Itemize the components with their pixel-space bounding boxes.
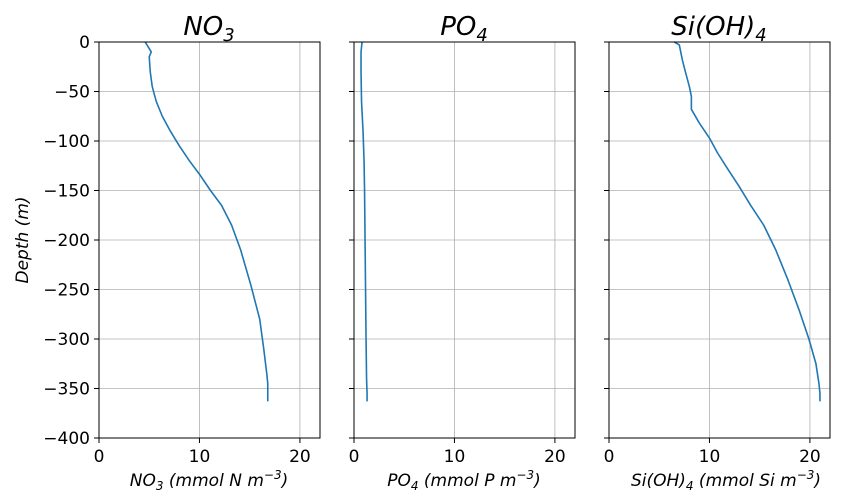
- series-line-2: [360, 41, 368, 402]
- panel-1-title: NO3: [183, 12, 234, 46]
- plot-frame: [608, 41, 831, 439]
- panel-2-xlabel: PO4 (mmol P m−3): [387, 468, 541, 493]
- x-tick-label: 0: [604, 447, 615, 467]
- plot-frame: [98, 41, 321, 439]
- x-tick-label: 20: [799, 447, 821, 467]
- panel-3-xlabel: Si(OH)4 (mmol Si m−3): [631, 468, 821, 493]
- y-tick-label: −50: [54, 83, 90, 103]
- panel-1: 0 10 20 0 −50 −100 −150 −200 −250 −300 −350 −400: [43, 33, 321, 467]
- panel-3: 0 10 20: [604, 41, 831, 467]
- panel-1-xlabel: NO3 (mmol N m−3): [130, 468, 288, 493]
- x-tick-label: 20: [544, 447, 566, 467]
- series-line-3: [673, 41, 821, 402]
- y-tick-label: −200: [43, 231, 90, 251]
- x-tick-label: 20: [289, 447, 311, 467]
- x-tick-label: 0: [349, 447, 360, 467]
- y-tick-label: −300: [43, 330, 90, 350]
- y-tick-label: 0: [79, 33, 90, 53]
- x-tick-label: 10: [699, 447, 721, 467]
- y-tick-label: −150: [43, 182, 90, 202]
- y-tick-label: −100: [43, 132, 90, 152]
- panel-2-title: PO4: [440, 12, 488, 46]
- series-line-1: [144, 41, 269, 402]
- y-axis-label: Depth (m): [13, 196, 33, 283]
- y-tick-label: −350: [43, 380, 90, 400]
- x-tick-label: 0: [94, 447, 105, 467]
- panel-3-title: Si(OH)4: [671, 12, 766, 46]
- panel-2: 0 10 20: [349, 41, 576, 467]
- x-tick-label: 10: [444, 447, 466, 467]
- x-tick-label: 10: [189, 447, 211, 467]
- y-tick-label: −400: [43, 429, 90, 449]
- plot-frame: [353, 41, 576, 439]
- y-tick-label: −250: [43, 281, 90, 301]
